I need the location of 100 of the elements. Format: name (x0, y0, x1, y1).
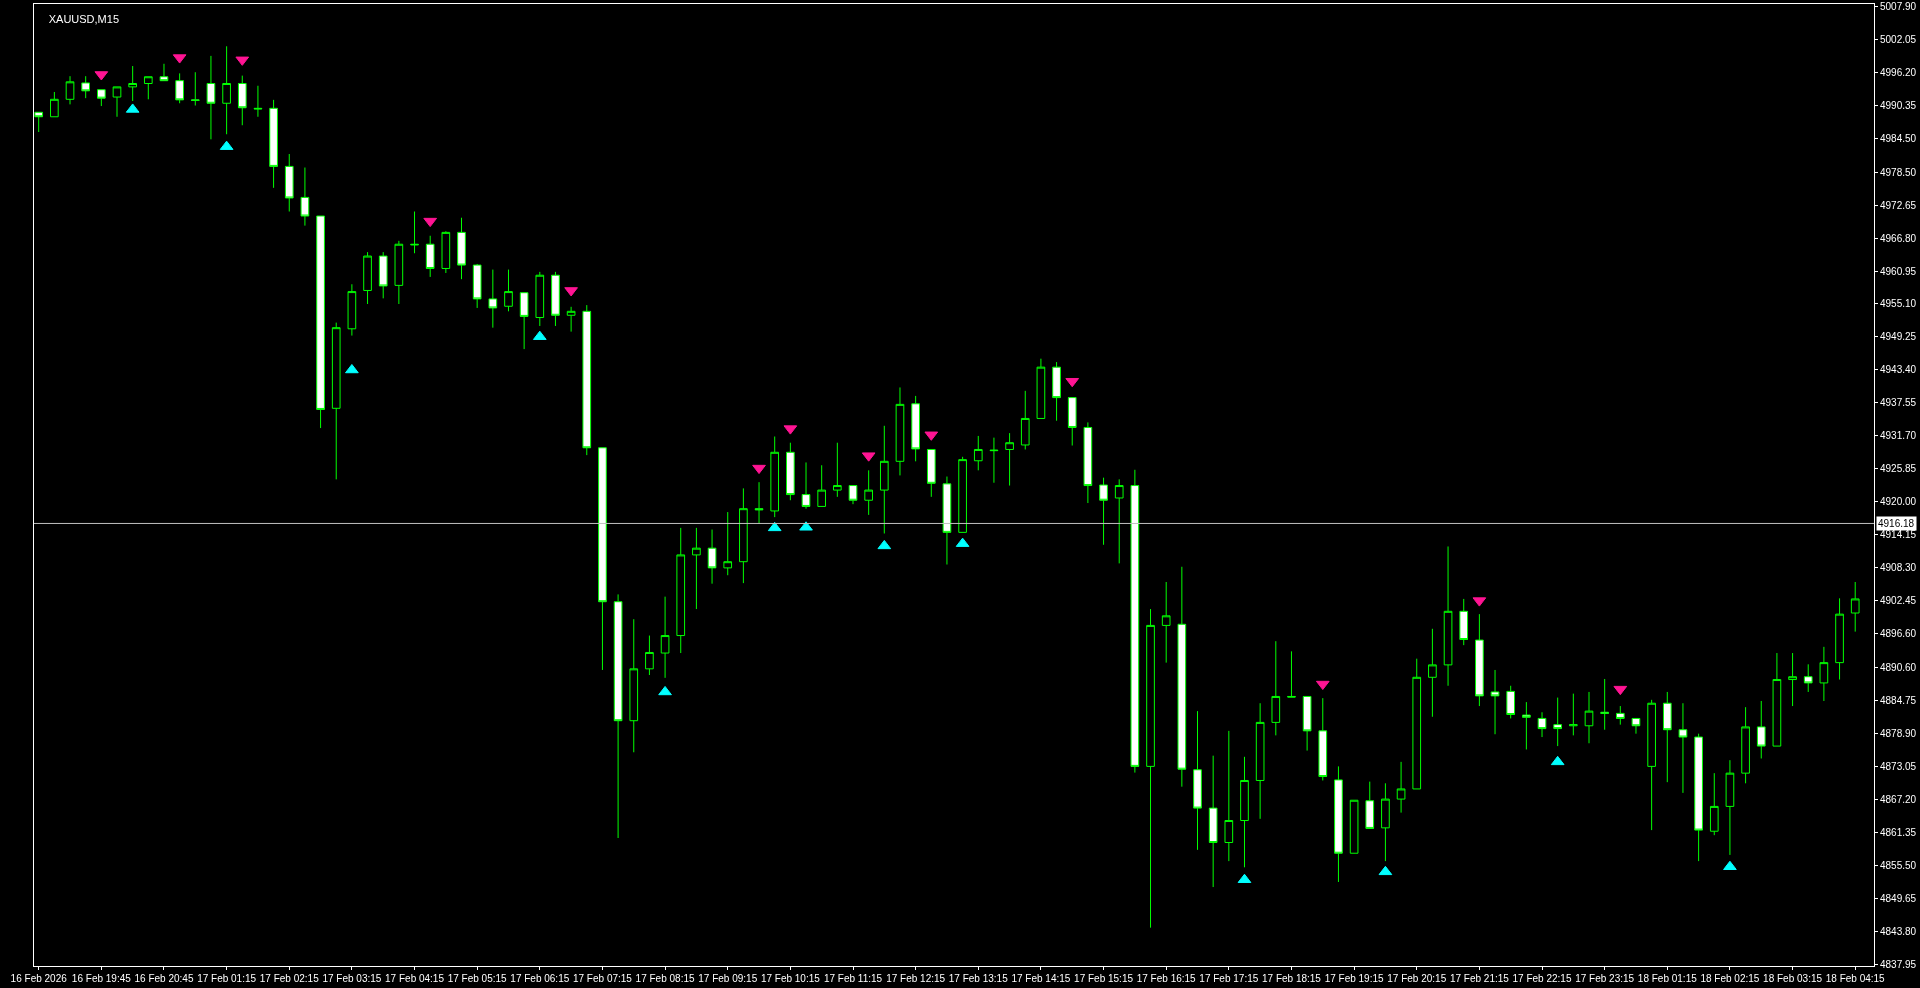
candlestick (1522, 701, 1531, 750)
point (564, 287, 578, 297)
candlestick (378, 251, 388, 299)
candlestick (175, 72, 184, 104)
candlestick (1835, 597, 1844, 681)
candlestick (660, 596, 670, 679)
candlestick (692, 527, 701, 610)
y-tick-label: 4943.40 (1880, 364, 1917, 376)
candlestick (316, 215, 325, 429)
x-tick-label: 17 Feb 09:15 (698, 973, 758, 984)
y-tick-label: 4960.95 (1880, 265, 1917, 277)
candlestick (1318, 697, 1328, 781)
y-tick-label: 4884.75 (1880, 695, 1917, 707)
x-tick-label: 18 Feb 02:15 (1700, 973, 1760, 984)
candlestick (1036, 358, 1046, 419)
candlestick (81, 75, 91, 99)
point (767, 521, 782, 532)
x-tick-label: 17 Feb 01:15 (197, 973, 257, 984)
candlestick (1052, 361, 1061, 422)
y-tick-label: 4955.10 (1880, 298, 1917, 310)
x-tick-label: 17 Feb 21:15 (1449, 973, 1510, 984)
y-tick-label: 4902.45 (1880, 595, 1917, 607)
candlestick (1537, 711, 1547, 738)
point (658, 685, 672, 696)
point (1723, 860, 1737, 870)
candlestick (1725, 759, 1735, 856)
candlestick (1083, 421, 1093, 504)
candlestick (817, 464, 827, 507)
candlestick (1506, 685, 1516, 719)
candlestick (472, 263, 482, 309)
candlestick (112, 86, 122, 118)
x-tick-label: 17 Feb 15:15 (1074, 973, 1134, 984)
candlestick (1365, 781, 1375, 829)
point (345, 363, 359, 374)
candlestick (488, 269, 498, 329)
candlestick (237, 75, 247, 126)
x-tick-label: 17 Feb 06:15 (510, 973, 570, 984)
candlestick (1099, 477, 1108, 546)
candlestick (1850, 581, 1860, 633)
candlestick (1600, 678, 1609, 731)
candlestick (206, 55, 216, 140)
candlestick (331, 322, 341, 480)
candlestick (942, 476, 952, 566)
candlestick (97, 89, 106, 107)
y-tick-label: 4972.65 (1880, 199, 1917, 211)
y-tick-label: 4867.20 (1880, 794, 1917, 806)
candlestick (1130, 469, 1140, 774)
candlestick (1224, 730, 1234, 862)
candlestick (504, 269, 513, 312)
y-tick-label: 4984.50 (1880, 132, 1917, 144)
x-tick-label: 17 Feb 02:15 (259, 973, 320, 984)
candlestick (864, 469, 873, 516)
x-tick-label: 17 Feb 23:15 (1575, 973, 1635, 984)
candlestick (1428, 628, 1437, 718)
candlestick (1255, 702, 1265, 820)
point (1378, 865, 1393, 876)
y-tick-label: 4896.60 (1880, 628, 1917, 640)
y-tick-label: 4925.85 (1880, 463, 1917, 475)
y-tick-label: 4873.05 (1880, 761, 1917, 773)
candlestick (598, 447, 607, 671)
x-tick-label: 17 Feb 18:15 (1261, 973, 1322, 984)
candlestick (457, 217, 466, 280)
candlestick (1490, 669, 1500, 735)
candlestick (551, 271, 560, 327)
candlestick (128, 65, 137, 102)
candlestick (394, 240, 404, 305)
candlestick (1302, 695, 1312, 752)
candlestick (676, 527, 686, 654)
candlestick (1772, 652, 1782, 747)
y-tick-label: 4990.35 (1880, 99, 1917, 111)
candlestick (347, 283, 357, 337)
candlestick (895, 386, 905, 476)
candlestick (1412, 658, 1422, 790)
candlestick (425, 235, 435, 278)
candlestick (190, 71, 200, 106)
candlestick (926, 448, 936, 498)
x-tick-label: 17 Feb 17:15 (1199, 973, 1259, 984)
candlestick (143, 76, 153, 100)
candlestick (1756, 700, 1766, 759)
y-tick-label: 4855.50 (1880, 860, 1917, 872)
candlestick (65, 75, 75, 105)
candlestick (1819, 646, 1829, 702)
x-tick-label: 17 Feb 05:15 (447, 973, 508, 984)
x-tick-label: 16 Feb 2026 (10, 973, 68, 984)
candlestick (582, 304, 592, 456)
y-tick-label: 4837.95 (1880, 959, 1917, 971)
y-tick-label: 4937.55 (1880, 397, 1917, 409)
y-tick-label: 5007.90 (1880, 0, 1917, 12)
candlestick (1005, 432, 1014, 487)
candlestick (879, 425, 889, 534)
candlestick (1584, 691, 1594, 744)
candlestick (159, 63, 169, 82)
candlestick (253, 85, 263, 118)
x-tick-label: 17 Feb 20:15 (1387, 973, 1447, 984)
y-tick-label: 4949.25 (1880, 331, 1917, 343)
candlestick (1475, 613, 1484, 707)
candlestick (739, 487, 748, 584)
candlestick (1020, 390, 1030, 450)
candlestick (519, 292, 529, 350)
candlestick (1349, 799, 1359, 854)
